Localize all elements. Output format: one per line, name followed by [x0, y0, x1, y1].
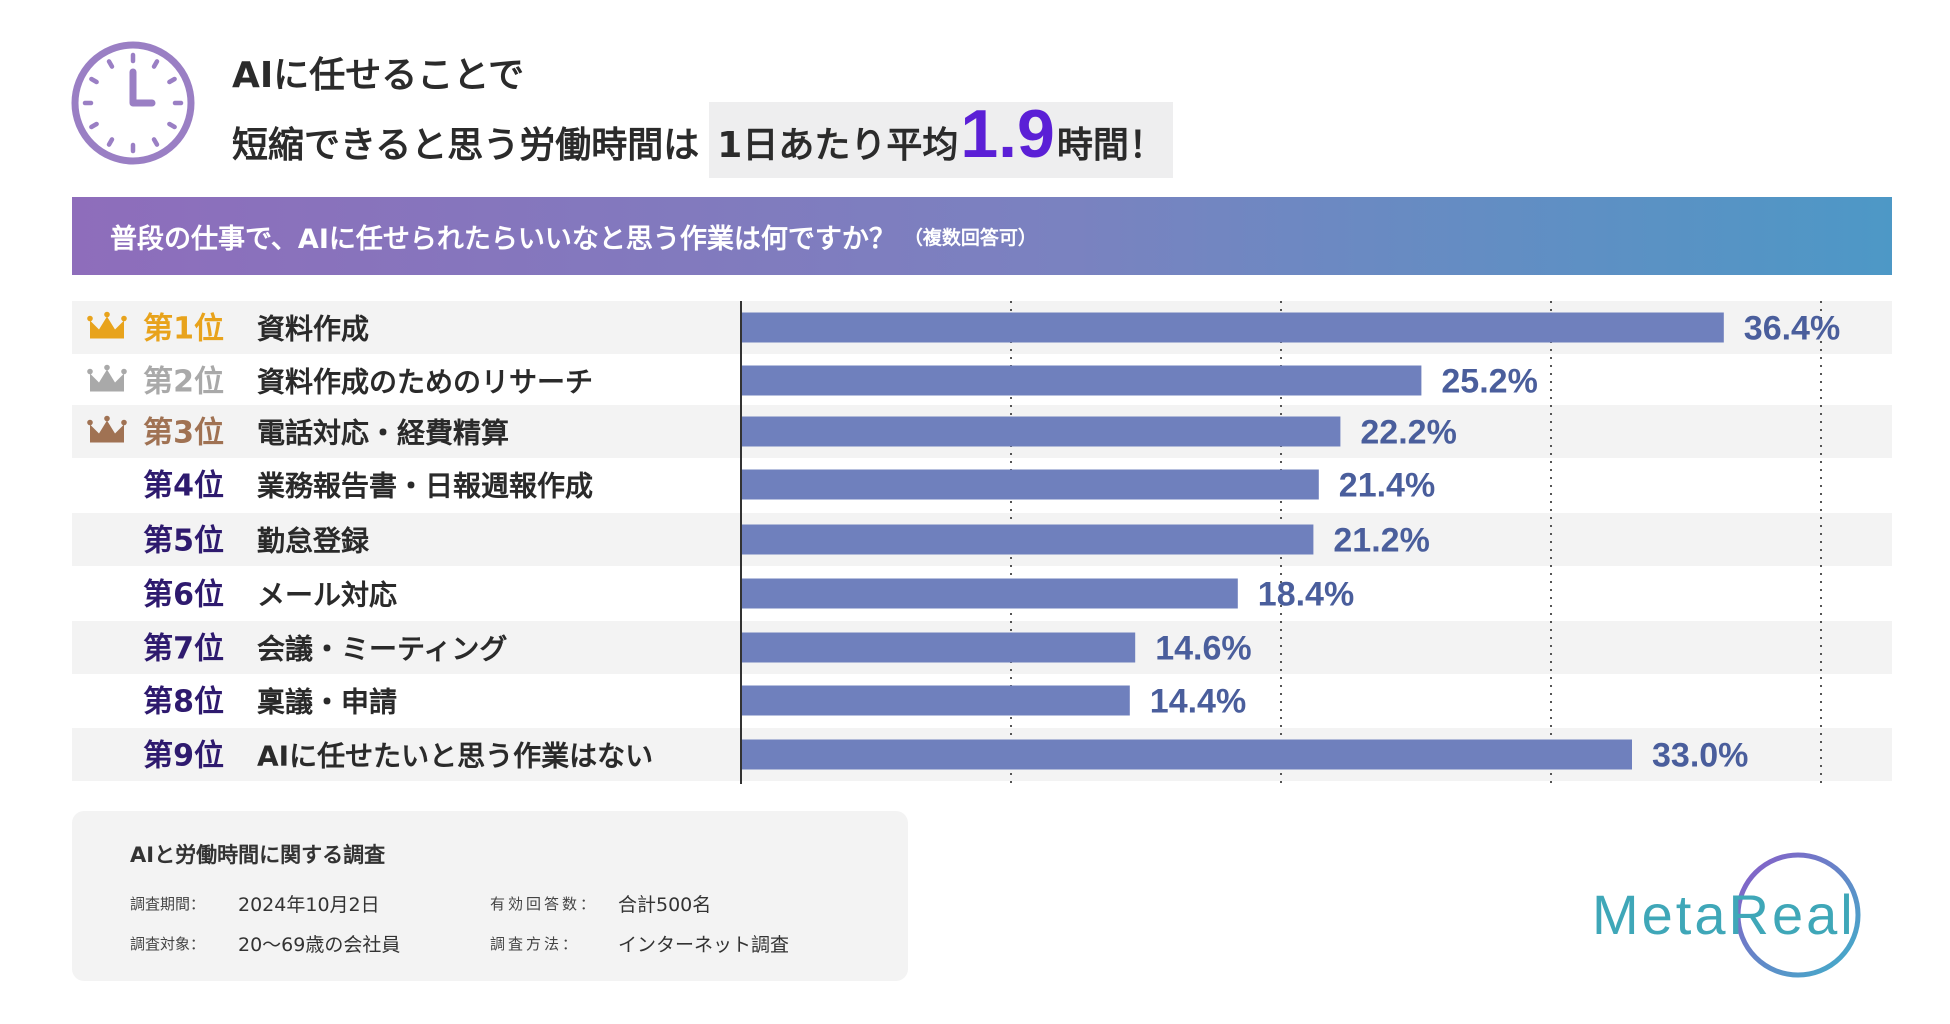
rank-label-3: 第3位 — [143, 416, 224, 451]
value-label-4: 21.4% — [1339, 467, 1435, 505]
headline: AIに任せることで 短縮できると思う労働時間は 1日あたり平均 1.9 時間！ — [232, 50, 1173, 178]
value-label-7: 14.6% — [1155, 630, 1251, 668]
rank-label-9: 第9位 — [143, 739, 224, 774]
question-note: （複数回答可） — [903, 226, 1037, 249]
rank-label-1: 第1位 — [143, 312, 224, 347]
survey-method-value: インターネット調査 — [618, 933, 790, 956]
headline-line1: AIに任せることで — [232, 55, 525, 96]
rank-label-2: 第2位 — [143, 365, 224, 400]
bar-5 — [741, 524, 1314, 555]
question-text: 普段の仕事で、AIに任せられたらいいなと思う作業は何ですか？ — [110, 223, 896, 255]
survey-period-label: 調査期間： — [130, 894, 206, 913]
value-label-5: 21.2% — [1333, 522, 1429, 560]
survey-target-label: 調査対象： — [130, 934, 206, 953]
headline-average-value: 1.9 — [960, 96, 1055, 172]
rank-label-4: 第4位 — [143, 469, 224, 504]
bars — [741, 312, 1724, 770]
survey-period-value: 2024年10月2日 — [238, 893, 380, 916]
value-label-2: 25.2% — [1441, 363, 1537, 401]
survey-responses-value: 合計500名 — [618, 893, 712, 916]
bar-7 — [741, 632, 1136, 663]
crown-jewel-icon — [87, 419, 93, 426]
crown-jewel-icon — [121, 368, 127, 375]
headline-highlight: 1日あたり平均 1.9 時間！ — [709, 96, 1173, 178]
value-label-3: 22.2% — [1360, 414, 1456, 452]
bar-6 — [741, 578, 1238, 609]
category-label-7: 会議・ミーティング — [257, 633, 507, 666]
survey-responses-label: 有効回答数： — [490, 894, 599, 913]
bar-3 — [741, 416, 1341, 447]
bar-1 — [741, 312, 1724, 343]
crown-jewel-icon — [104, 311, 110, 318]
rank-label-7: 第7位 — [143, 632, 224, 667]
headline-line2-pre: 短縮できると思う労働時間は — [232, 125, 700, 166]
clock-icon — [71, 41, 195, 165]
value-label-9: 33.0% — [1652, 737, 1748, 775]
crown-icon-1 — [90, 316, 124, 339]
survey-row-2: 調査対象： 20〜69歳の会社員 調査方法： インターネット調査 — [130, 923, 908, 963]
metareal-logo: MetaReal — [1592, 852, 1861, 978]
crown-jewel-icon — [104, 415, 110, 422]
value-label-1: 36.4% — [1744, 310, 1840, 348]
crown-jewel-icon — [104, 364, 110, 371]
value-label-8: 14.4% — [1150, 683, 1246, 721]
category-label-6: メール対応 — [257, 579, 397, 612]
category-label-5: 勤怠登録 — [257, 525, 370, 558]
labels: 36.4% 第1位 資料作成 25.2% 第2位 資料作成のためのリサーチ 22.2% 第3位… — [87, 310, 1840, 775]
rank-label-6: 第6位 — [143, 578, 224, 613]
bar-8 — [741, 685, 1130, 716]
category-label-3: 電話対応・経費精算 — [257, 417, 509, 450]
category-label-1: 資料作成 — [257, 313, 369, 346]
survey-method: 調査方法： インターネット調査 — [490, 930, 850, 957]
bar-9 — [741, 739, 1632, 770]
headline-highlight-pre: 1日あたり平均 — [717, 125, 959, 166]
logo-text: MetaReal — [1592, 883, 1856, 946]
survey-info-box: AIと労働時間に関する調査 調査期間： 2024年10月2日 有効回答数： 合計… — [72, 811, 908, 981]
survey-responses: 有効回答数： 合計500名 — [490, 890, 850, 917]
rank-label-8: 第8位 — [143, 685, 224, 720]
category-label-8: 稟議・申請 — [257, 686, 397, 719]
survey-title: AIと労働時間に関する調査 — [130, 843, 386, 867]
survey-period: 調査期間： 2024年10月2日 — [130, 890, 490, 917]
category-label-9: AIに任せたいと思う作業はない — [257, 740, 653, 773]
crown-icon-3 — [90, 420, 124, 443]
survey-method-label: 調査方法： — [490, 934, 581, 953]
headline-highlight-post: 時間！ — [1056, 125, 1165, 166]
crown-icon-2 — [90, 369, 124, 392]
survey-target: 調査対象： 20〜69歳の会社員 — [130, 930, 490, 957]
headline-line2: 短縮できると思う労働時間は 1日あたり平均 1.9 時間！ — [232, 96, 1173, 178]
bar-4 — [741, 469, 1319, 500]
survey-row-1: 調査期間： 2024年10月2日 有効回答数： 合計500名 — [130, 883, 908, 923]
crown-jewel-icon — [87, 315, 93, 322]
category-label-4: 業務報告書・日報週報作成 — [257, 470, 593, 503]
rank-label-5: 第5位 — [143, 524, 224, 559]
category-label-2: 資料作成のためのリサーチ — [257, 366, 593, 399]
crown-jewel-icon — [121, 315, 127, 322]
crown-jewel-icon — [121, 419, 127, 426]
value-label-6: 18.4% — [1258, 576, 1354, 614]
survey-target-value: 20〜69歳の会社員 — [238, 933, 401, 956]
question-banner: 普段の仕事で、AIに任せられたらいいなと思う作業は何ですか？ （複数回答可） — [72, 197, 1892, 275]
bar-2 — [741, 365, 1422, 396]
ranking-bar-chart: 36.4% 第1位 資料作成 25.2% 第2位 資料作成のためのリサーチ 22.2% 第3位… — [72, 301, 1892, 784]
crown-jewel-icon — [87, 368, 93, 375]
